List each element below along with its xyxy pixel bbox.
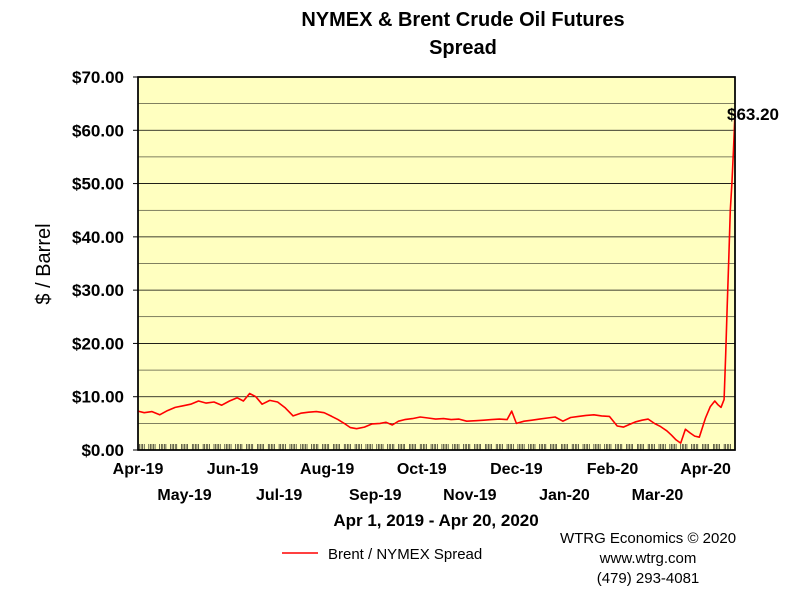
- chart-title-line-2: Spread: [429, 37, 497, 59]
- y-tick-label: $20.00: [72, 334, 124, 353]
- plot-border: [137, 76, 736, 451]
- last-value-annotation: $63.20: [727, 105, 779, 124]
- y-tick-label: $0.00: [81, 441, 124, 460]
- x-tick-label-top: Aug-19: [300, 461, 354, 478]
- y-tick-labels: $0.00 $10.00 $20.00 $30.00 $40.00 $50.00 $60.0…: [72, 68, 138, 460]
- minor-ticks: [137, 444, 736, 450]
- y-tick-label: $10.00: [72, 388, 124, 407]
- y-tick-label: $60.00: [72, 121, 124, 140]
- x-tick-label-bottom: Jul-19: [256, 487, 302, 504]
- y-tick-label: $50.00: [72, 175, 124, 194]
- x-tick-label-top: Feb-20: [587, 461, 639, 478]
- x-tick-label-top: Apr-20: [680, 461, 731, 478]
- x-tick-label-bottom: Jan-20: [539, 487, 590, 504]
- x-tick-label-bottom: May-19: [157, 487, 211, 504]
- x-tick-label-bottom: Mar-20: [632, 487, 684, 504]
- x-tick-label-top: Apr-19: [113, 461, 164, 478]
- x-tick-label-bottom: Nov-19: [443, 487, 496, 504]
- date-range-label: Apr 1, 2019 - Apr 20, 2020: [333, 511, 538, 530]
- credit-line-1: WTRG Economics © 2020: [560, 530, 736, 547]
- y-tick-label: $70.00: [72, 68, 124, 87]
- credit-line-3: (479) 293-4081: [597, 570, 700, 587]
- y-tick-label: $30.00: [72, 281, 124, 300]
- x-tick-label-top: Oct-19: [397, 461, 447, 478]
- x-tick-label-top: Dec-19: [490, 461, 543, 478]
- x-tick-label-top: Jun-19: [207, 461, 259, 478]
- legend-label: Brent / NYMEX Spread: [328, 546, 482, 563]
- x-tick-label-bottom: Sep-19: [349, 487, 402, 504]
- y-axis-label: $ / Barrel: [33, 223, 55, 304]
- chart-title-line-1: NYMEX & Brent Crude Oil Futures: [301, 9, 624, 31]
- y-tick-label: $40.00: [72, 228, 124, 247]
- series-line-brent-nymex-spread: [137, 113, 736, 444]
- gridlines: [138, 103, 735, 424]
- credit-line-2: www.wtrg.com: [599, 550, 697, 567]
- x-tick-labels: Apr-19 Jun-19 Aug-19 Oct-19 Dec-19 Feb-20 Apr-…: [113, 461, 731, 504]
- series-layer: [137, 113, 736, 444]
